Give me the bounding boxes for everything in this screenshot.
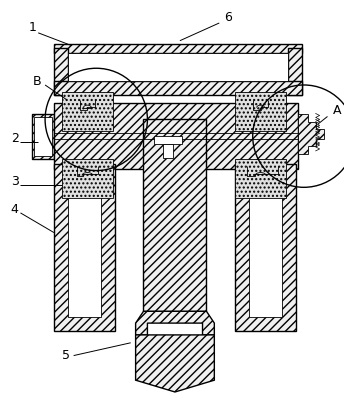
Bar xyxy=(163,144,173,158)
Text: 5: 5 xyxy=(62,349,70,361)
Polygon shape xyxy=(136,335,214,392)
Bar xyxy=(62,159,113,198)
Bar xyxy=(235,159,286,198)
Bar xyxy=(54,47,68,95)
Text: 2: 2 xyxy=(11,132,18,145)
Bar xyxy=(54,164,115,331)
Bar xyxy=(54,44,302,54)
Text: B: B xyxy=(32,75,41,88)
Bar xyxy=(144,119,206,311)
Bar xyxy=(249,164,282,317)
Bar xyxy=(54,103,298,169)
Text: 3: 3 xyxy=(11,176,18,188)
Polygon shape xyxy=(298,114,323,154)
Text: 6: 6 xyxy=(224,11,232,24)
Bar xyxy=(288,47,302,95)
Bar xyxy=(235,92,286,131)
Bar xyxy=(68,54,288,81)
Bar xyxy=(154,136,182,144)
Bar xyxy=(32,114,54,159)
Polygon shape xyxy=(136,311,214,335)
Text: 1: 1 xyxy=(28,21,36,34)
Bar xyxy=(68,164,101,317)
Bar xyxy=(54,81,302,95)
Bar xyxy=(62,92,113,131)
Text: 4: 4 xyxy=(11,203,18,216)
Bar xyxy=(235,164,296,331)
Bar xyxy=(34,117,52,156)
Text: A: A xyxy=(332,104,341,117)
